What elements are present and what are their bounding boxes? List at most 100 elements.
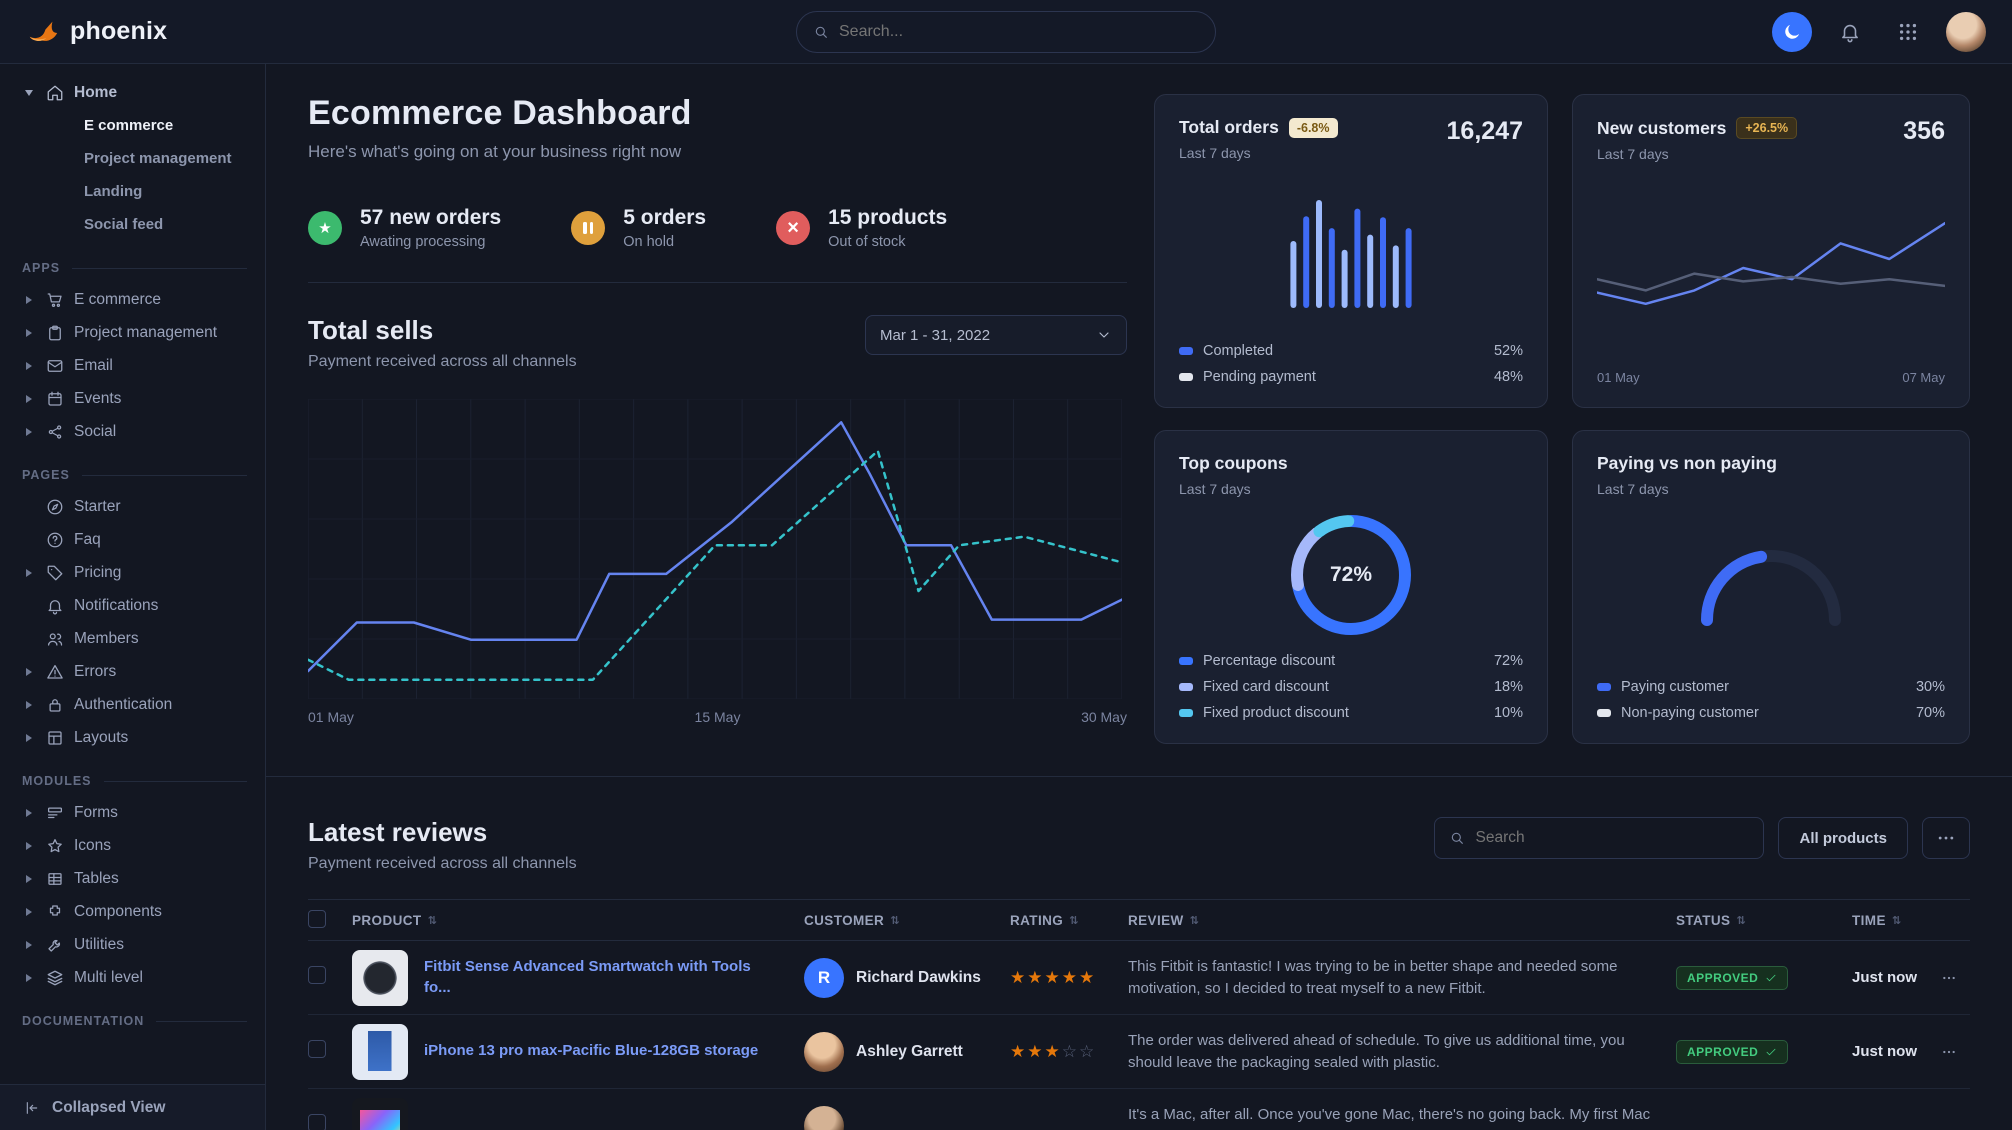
- stats-row: ★ 57 new orders Awating processing 5 ord…: [308, 206, 1127, 283]
- row-actions-button[interactable]: [1928, 1044, 1970, 1060]
- brand[interactable]: phoenix: [26, 15, 266, 49]
- collapse-icon: [24, 1100, 40, 1116]
- sidebar-item-landing[interactable]: Landing: [84, 183, 143, 200]
- reviews-search-input[interactable]: [1475, 829, 1750, 847]
- status-badge: APPROVED: [1676, 1039, 1789, 1064]
- main-content: Ecommerce Dashboard Here's what's going …: [266, 64, 2012, 1130]
- column-header-time[interactable]: TIME ⇅: [1852, 912, 1902, 928]
- global-search-input[interactable]: [839, 22, 1199, 41]
- customer-link[interactable]: [804, 1105, 1010, 1130]
- search-icon: [813, 24, 829, 40]
- column-header-product[interactable]: PRODUCT ⇅: [352, 912, 438, 928]
- sidebar-item-errors[interactable]: Errors: [16, 655, 253, 688]
- stat-cards-grid: Total orders -6.8% Last 7 days 16,247 Co…: [1154, 94, 1970, 744]
- caret-down-icon: [25, 89, 33, 96]
- sidebar-item-notifications[interactable]: Notifications: [16, 589, 253, 622]
- sidebar-item-forms[interactable]: Forms: [16, 796, 253, 829]
- product-thumbnail: [352, 1023, 408, 1080]
- sidebar-item-multi-level[interactable]: Multi level: [16, 961, 253, 994]
- caret-right-icon: [26, 295, 32, 304]
- sidebar-item-pricing[interactable]: Pricing: [16, 556, 253, 589]
- star-filled-icon: ★: [1079, 967, 1097, 987]
- lock-icon: [49, 698, 61, 712]
- page-subtitle: Here's what's going on at your business …: [308, 142, 682, 161]
- column-header-rating[interactable]: RATING ⇅: [1010, 912, 1079, 928]
- paying-legend: Paying customer 30% Non-paying customer …: [1597, 679, 1945, 721]
- caret-right-icon: [26, 940, 32, 949]
- alert-icon: [47, 664, 63, 679]
- select-all-checkbox[interactable]: [308, 909, 326, 928]
- reviews-more-button[interactable]: [1922, 817, 1970, 859]
- sidebar-item-starter[interactable]: Starter: [16, 490, 253, 523]
- sidebar-item-utilities[interactable]: Utilities: [16, 928, 253, 961]
- table-row: It's a Mac, after all. Once you've gone …: [308, 1089, 1970, 1130]
- stat-value: 57 new orders: [360, 206, 502, 229]
- column-header-customer[interactable]: CUSTOMER ⇅: [804, 912, 900, 928]
- sidebar-item-project-management[interactable]: Project management: [84, 150, 232, 167]
- card-total-orders: Total orders -6.8% Last 7 days 16,247 Co…: [1154, 94, 1548, 408]
- sidebar-item-email[interactable]: Email: [16, 349, 253, 382]
- apps-grid-button[interactable]: [1888, 12, 1928, 52]
- top-coupons-donut-chart: 72%: [1179, 497, 1523, 653]
- sidebar-item-project-management[interactable]: Project management: [16, 316, 253, 349]
- sidebar-item-e-commerce[interactable]: E commerce: [16, 283, 253, 316]
- theme-toggle-button[interactable]: [1772, 11, 1812, 52]
- sidebar-item-members[interactable]: Members: [16, 622, 253, 655]
- customer-link[interactable]: R Richard Dawkins: [804, 957, 1010, 998]
- product-link[interactable]: Fitbit Sense Advanced Smartwatch with To…: [424, 958, 751, 996]
- total-sells-x-axis: 01 May 15 May 30 May: [308, 709, 1127, 725]
- collapsed-view-button[interactable]: Collapsed View: [0, 1084, 265, 1130]
- total-sells-subtitle: Payment received across all channels: [308, 353, 577, 370]
- sidebar-item-events[interactable]: Events: [16, 382, 253, 415]
- total-orders-bar-chart: [1179, 161, 1523, 343]
- question-icon: [47, 532, 63, 547]
- sidebar-item-e-commerce[interactable]: E commerce: [84, 117, 174, 134]
- caret-right-icon: [26, 733, 32, 742]
- product-link[interactable]: iPhone 13 pro max-Pacific Blue-128GB sto…: [424, 1042, 759, 1060]
- avatar: R: [804, 957, 844, 998]
- row-checkbox[interactable]: [308, 1040, 326, 1058]
- avatar: [804, 1031, 844, 1072]
- caret-right-icon: [26, 361, 32, 370]
- reviews-search[interactable]: [1434, 817, 1765, 859]
- rating-stars: ★★★☆☆: [1010, 1042, 1128, 1062]
- legend-item: Fixed card discount 18%: [1179, 679, 1523, 695]
- card-period: Last 7 days: [1179, 481, 1251, 497]
- table-row: Fitbit Sense Advanced Smartwatch with To…: [308, 941, 1970, 1015]
- sort-icon: ⇅: [1189, 914, 1200, 927]
- row-actions-button[interactable]: [1928, 970, 1970, 986]
- column-header-review[interactable]: REVIEW ⇅: [1128, 912, 1200, 928]
- sidebar-item-tables[interactable]: Tables: [16, 862, 253, 895]
- sidebar-item-authentication[interactable]: Authentication: [16, 688, 253, 721]
- row-checkbox[interactable]: [308, 1114, 326, 1130]
- check-icon: [1766, 1048, 1776, 1055]
- customer-link[interactable]: Ashley Garrett: [804, 1031, 1010, 1072]
- global-search[interactable]: [796, 10, 1216, 53]
- column-header-status[interactable]: STATUS ⇅: [1676, 912, 1747, 928]
- sort-icon: ⇅: [1891, 914, 1902, 927]
- rating-stars: ★★★★★: [1010, 968, 1128, 988]
- legend-swatch: [1179, 657, 1193, 665]
- caret-right-icon: [26, 700, 32, 709]
- status-badge: APPROVED: [1676, 965, 1789, 990]
- sidebar-item-layouts[interactable]: Layouts: [16, 721, 253, 754]
- row-checkbox[interactable]: [308, 966, 326, 984]
- change-badge: +26.5%: [1736, 117, 1798, 139]
- caret-right-icon: [26, 328, 32, 337]
- all-products-filter-button[interactable]: All products: [1778, 817, 1908, 859]
- sidebar-item-social[interactable]: Social: [16, 415, 253, 448]
- sidebar-item-icons[interactable]: Icons: [16, 829, 253, 862]
- sidebar-item-components[interactable]: Components: [16, 895, 253, 928]
- sidebar-item-faq[interactable]: Faq: [16, 523, 253, 556]
- phoenix-logo-icon: [29, 21, 58, 41]
- sidebar-item-social-feed[interactable]: Social feed: [84, 216, 164, 233]
- notifications-button[interactable]: [1830, 12, 1870, 52]
- sidebar-item-home[interactable]: Home: [16, 76, 253, 109]
- card-title: New customers: [1597, 117, 1727, 138]
- profile-avatar[interactable]: [1946, 11, 1986, 52]
- layers-icon: [47, 970, 63, 985]
- card-paying-vs-non-paying: Paying vs non paying Last 7 days Paying …: [1572, 430, 1970, 744]
- date-range-select[interactable]: Mar 1 - 31, 2022: [865, 315, 1127, 355]
- card-period: Last 7 days: [1597, 146, 1669, 162]
- legend-item: Percentage discount 72%: [1179, 653, 1523, 669]
